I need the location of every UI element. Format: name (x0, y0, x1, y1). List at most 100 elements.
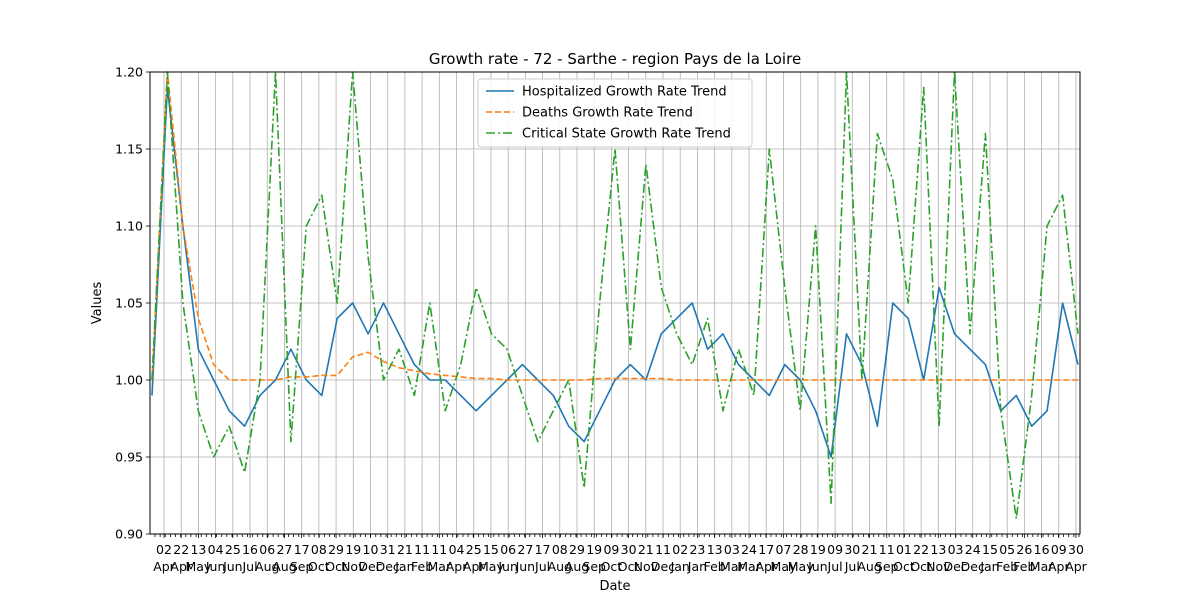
x-tick-day: 09 (1051, 542, 1067, 557)
y-tick-label: 1.00 (115, 373, 143, 388)
x-tick-day: 30 (1068, 542, 1084, 557)
x-tick-month: Jul (534, 559, 550, 574)
x-tick-day: 28 (793, 542, 809, 557)
x-tick-month: Aug (255, 559, 279, 574)
x-tick-day: 17 (758, 542, 774, 557)
x-tick-day: 16 (1034, 542, 1050, 557)
legend-label: Deaths Growth Rate Trend (522, 106, 693, 121)
x-tick-month: May (771, 559, 797, 574)
x-tick-month: May (788, 559, 814, 574)
x-tick-month: Dec (358, 559, 382, 574)
x-tick-month: May (478, 559, 504, 574)
x-tick-month: Aug (857, 559, 881, 574)
x-tick-month: Oct (910, 559, 932, 574)
y-axis: 0.90 0.95 1.00 1.05 1.10 1.15 1.20 (115, 65, 150, 542)
x-tick-month: Nov (341, 559, 366, 574)
x-tick-month: Feb (411, 559, 433, 574)
y-tick-label: 0.95 (115, 450, 143, 465)
x-tick-day: 19 (810, 542, 826, 557)
x-tick-day: 11 (431, 542, 447, 557)
series-line-3 (151, 71, 1079, 520)
x-tick-month: Oct (325, 559, 347, 574)
y-axis-label: Values (90, 282, 105, 325)
series-line-2 (151, 71, 1078, 381)
x-tick-month: Feb (704, 559, 726, 574)
x-tick-day: 06 (259, 542, 275, 557)
y-tick-label: 1.15 (115, 142, 143, 157)
x-tick-day: 23 (689, 542, 705, 557)
x-tick-month: Jan (979, 559, 999, 574)
x-tick-month: Oct (618, 559, 640, 574)
x-tick-month: Dec (961, 559, 985, 574)
x-tick-month: Apr (446, 559, 468, 574)
x-tick-day: 15 (483, 542, 499, 557)
x-tick-day: 19 (345, 542, 361, 557)
x-tick-month: Apr (755, 559, 777, 574)
x-tick-day: 09 (603, 542, 619, 557)
x-tick-day: 24 (741, 542, 757, 557)
x-tick-month: Jun (222, 559, 243, 574)
x-tick-month: Sep (875, 559, 899, 574)
x-tick-month: Mar (1030, 559, 1054, 574)
x-tick-month: Jan (670, 559, 690, 574)
x-tick-day: 04 (208, 542, 224, 557)
x-tick-day: 27 (276, 542, 292, 557)
x-tick-day: 03 (948, 542, 964, 557)
x-axis-label: Date (599, 579, 630, 594)
x-tick-month: Oct (601, 559, 623, 574)
x-tick-day: 26 (1016, 542, 1032, 557)
x-tick-day: 03 (724, 542, 740, 557)
x-tick-day: 09 (827, 542, 843, 557)
x-tick-day: 13 (707, 542, 723, 557)
x-tick-month: Nov (634, 559, 659, 574)
x-tick-day: 06 (500, 542, 516, 557)
x-tick-day: 29 (328, 542, 344, 557)
x-tick-day: 01 (896, 542, 912, 557)
x-tick-day: 13 (930, 542, 946, 557)
x-tick-month: Dec (651, 559, 675, 574)
x-tick-month: Oct (893, 559, 915, 574)
x-tick-month: Jul (844, 559, 860, 574)
x-tick-day: 13 (190, 542, 206, 557)
x-tick-month: Jul (827, 559, 843, 574)
x-tick-month: Mar (737, 559, 761, 574)
x-tick-month: Dec (376, 559, 400, 574)
x-tick-day: 11 (655, 542, 671, 557)
x-tick-month: Jun (515, 559, 536, 574)
x-tick-day: 22 (173, 542, 189, 557)
x-tick-day: 30 (621, 542, 637, 557)
x-tick-day: 11 (879, 542, 895, 557)
y-tick-label: 0.90 (115, 527, 143, 542)
x-tick-day: 21 (862, 542, 878, 557)
x-tick-day: 07 (776, 542, 792, 557)
y-tick-label: 1.20 (115, 65, 143, 80)
x-tick-month: Mar (428, 559, 452, 574)
x-tick-day: 30 (844, 542, 860, 557)
x-tick-month: Mar (720, 559, 744, 574)
x-tick-day: 10 (363, 542, 379, 557)
x-tick-month: Apr (153, 559, 175, 574)
x-tick-day: 08 (311, 542, 327, 557)
x-tick-month: Jan (394, 559, 414, 574)
x-tick-day: 22 (913, 542, 929, 557)
x-tick-month: Apr (170, 559, 192, 574)
x-tick-day: 08 (552, 542, 568, 557)
x-tick-day: 25 (225, 542, 241, 557)
legend-label: Critical State Growth Rate Trend (522, 127, 731, 142)
x-tick-month: Aug (565, 559, 589, 574)
x-tick-month: Jan (687, 559, 707, 574)
x-tick-day: 11 (414, 542, 430, 557)
legend: Hospitalized Growth Rate Trend Deaths Gro… (477, 78, 753, 148)
x-tick-month: Jun (497, 559, 518, 574)
x-tick-day: 16 (242, 542, 258, 557)
x-tick-month: Feb (1013, 559, 1035, 574)
x-tick-day: 17 (535, 542, 551, 557)
chart-title: Growth rate - 72 - Sarthe - region Pays … (429, 50, 801, 68)
y-tick-label: 1.10 (115, 219, 143, 234)
y-tick-label: 1.05 (115, 296, 143, 311)
x-tick-day: 29 (569, 542, 585, 557)
x-tick-month: Nov (926, 559, 951, 574)
x-tick-month: Oct (308, 559, 330, 574)
series-lines (151, 71, 1079, 520)
x-tick-month: Dec (943, 559, 967, 574)
